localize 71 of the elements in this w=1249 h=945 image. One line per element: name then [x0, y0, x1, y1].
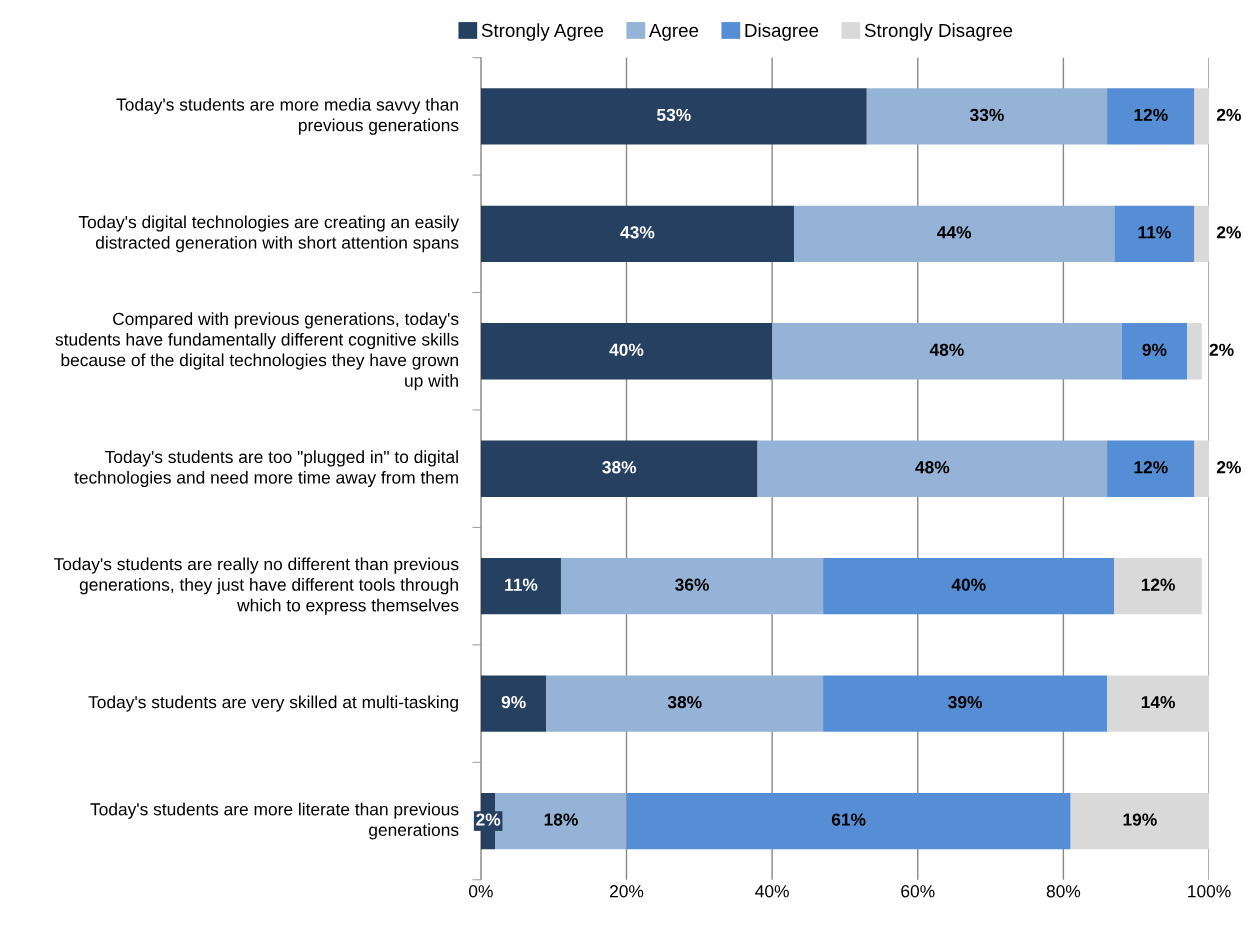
bar — [1070, 792, 1210, 850]
data-label: 9% — [1142, 343, 1167, 356]
y-tick-label: Today's students are more literate than previous generations — [90, 802, 459, 840]
bar — [546, 675, 824, 732]
data-label: 9% — [501, 695, 526, 709]
data-label: 14% — [1141, 696, 1175, 709]
legend-label: Disagree — [745, 23, 819, 41]
bar — [757, 440, 1108, 497]
legend-label: Strongly Agree — [481, 23, 604, 41]
data-label: 43% — [620, 226, 655, 239]
data-label: 38% — [667, 695, 702, 709]
bar — [480, 557, 561, 615]
data-label: 2% — [476, 813, 501, 826]
data-label: 2% — [1216, 461, 1241, 474]
bar — [1194, 88, 1210, 145]
data-label: 40% — [609, 343, 644, 356]
data-label: 61% — [831, 813, 866, 826]
bar — [480, 88, 867, 145]
bar — [866, 88, 1108, 145]
legend-label: Agree — [648, 23, 699, 41]
x-tick-label: 0% — [469, 885, 493, 898]
x-tick-label: 40% — [755, 885, 789, 898]
bar — [1121, 323, 1188, 380]
bar — [626, 792, 1071, 850]
x-tick-label: 20% — [610, 885, 644, 898]
data-label: 12% — [1134, 461, 1168, 474]
y-tick-label: Today's students are too "plugged in" to digital technologies and need more time away from them — [74, 450, 458, 488]
bar — [1114, 205, 1195, 263]
bar — [480, 323, 773, 380]
bar — [560, 557, 824, 615]
data-label: 38% — [602, 461, 637, 474]
bar — [772, 323, 1122, 380]
bar — [480, 205, 794, 263]
x-tick-label: 60% — [901, 885, 935, 898]
bar — [823, 557, 1115, 615]
bar — [1194, 205, 1210, 263]
data-label: 48% — [929, 343, 964, 356]
bar — [1107, 88, 1195, 145]
data-label: 33% — [969, 108, 1004, 122]
y-tick-label: Today's students are very skilled at multi-tasking — [88, 695, 458, 712]
data-label: 12% — [1141, 578, 1175, 591]
y-tick-label: Today's digital technologies are creating an easily distracted generation with short attention spans — [78, 215, 460, 253]
bar — [480, 675, 547, 732]
bar — [1114, 557, 1202, 615]
data-label: 2% — [1216, 226, 1241, 239]
data-label: 44% — [937, 226, 972, 239]
bar — [480, 440, 758, 497]
bar — [1194, 440, 1210, 497]
data-label: 39% — [948, 695, 983, 709]
data-label: 12% — [1134, 108, 1168, 121]
bar — [1107, 440, 1195, 497]
bar — [823, 675, 1108, 732]
data-label: 53% — [656, 108, 691, 122]
x-tick-label: 100% — [1188, 885, 1231, 898]
data-label: 11% — [505, 578, 538, 591]
bar — [1187, 323, 1202, 380]
data-label: 2% — [1216, 108, 1241, 121]
data-label: 18% — [544, 813, 578, 826]
y-tick-label: Today's students are really no different than previous generations, they just have different tools through which to express themselves — [54, 557, 459, 615]
data-label: 11% — [1138, 226, 1171, 239]
legend-label: Strongly Disagree — [864, 23, 1013, 41]
y-tick-label: Today's students are more media savvy than previous generations — [116, 97, 459, 135]
data-label: 48% — [915, 461, 950, 474]
data-label: 36% — [675, 578, 709, 591]
y-tick-label: Compared with previous generations, today's students have fundamentally different cognitive skills because of the digital technologies they have grown up with — [55, 312, 459, 391]
data-label: 2% — [1209, 343, 1234, 356]
x-tick-label: 80% — [1046, 885, 1081, 898]
bar — [793, 205, 1115, 263]
data-label: 40% — [951, 578, 986, 591]
bar — [1107, 675, 1210, 732]
data-label: 19% — [1123, 813, 1157, 826]
